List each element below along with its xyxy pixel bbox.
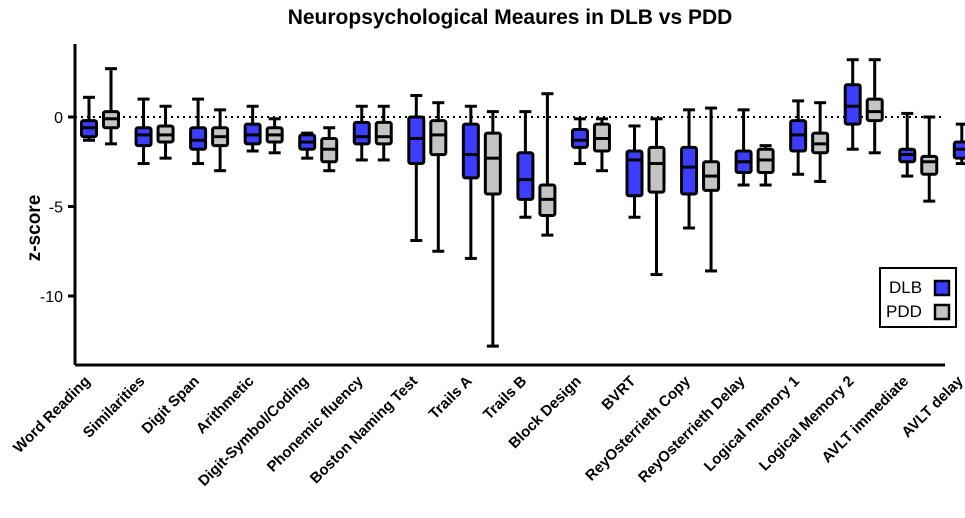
box-dlb: [461, 104, 480, 260]
legend-swatch-pdd: [933, 303, 951, 321]
box-pdd: [265, 117, 284, 155]
box-dlb: [189, 97, 208, 166]
box-body: [865, 97, 884, 123]
x-tick-label: ReyOsterrieth Copy: [582, 372, 694, 484]
box-dlb: [952, 122, 965, 166]
box-pdd: [320, 126, 339, 173]
box-body: [920, 154, 939, 176]
box-body: [570, 128, 589, 149]
box-pdd: [483, 110, 502, 348]
y-tick-label: -5: [49, 200, 63, 217]
box-series-layer: [80, 58, 965, 348]
box-pdd: [429, 101, 448, 253]
box-pdd: [811, 101, 830, 183]
x-tick-label: Phonemic fluency: [264, 372, 367, 475]
box-pdd: [156, 104, 175, 160]
box-dlb: [243, 104, 262, 153]
box-pdd: [920, 115, 939, 203]
box-dlb: [843, 58, 862, 151]
box-dlb: [570, 117, 589, 166]
x-tick-label: Logical memory 1: [701, 373, 803, 475]
box-body: [647, 145, 666, 194]
x-tick-label: ReyOsterrieth Delay: [635, 372, 749, 486]
box-dlb: [625, 124, 644, 219]
box-body: [134, 126, 153, 148]
legend-swatch-dlb: [933, 279, 951, 297]
chart-title: Neuropsychological Meaures in DLB vs PDD: [288, 6, 733, 29]
axes: 0 -5 -10: [40, 44, 945, 367]
box-dlb: [734, 108, 753, 187]
x-tick-label: BVRT: [598, 373, 639, 414]
box-pdd: [374, 104, 393, 162]
box-body: [407, 115, 426, 166]
x-tick-label: Trails B: [480, 373, 530, 423]
box-pdd: [756, 144, 775, 187]
box-body: [352, 120, 371, 146]
box-dlb: [352, 104, 371, 162]
x-tick-label: Trails A: [426, 373, 476, 423]
box-body: [374, 120, 393, 146]
x-tick-label: Digit Span: [138, 373, 202, 437]
y-tick-label: 0: [54, 110, 63, 127]
box-body: [516, 151, 535, 201]
box-pdd: [647, 117, 666, 277]
box-dlb: [134, 97, 153, 166]
legend-label-dlb: DLB: [889, 278, 922, 297]
x-tick-label: Boston Naming Test: [307, 373, 421, 487]
x-tick-label: Word Reading: [10, 373, 94, 457]
box-dlb: [407, 94, 426, 243]
y-axis-label: z-score: [24, 195, 45, 262]
box-body: [429, 119, 448, 157]
y-tick-label: -10: [40, 289, 63, 306]
box-dlb: [680, 108, 699, 230]
legend: DLB PDD: [879, 267, 957, 328]
box-pdd: [102, 67, 120, 146]
box-dlb: [80, 95, 98, 142]
box-body: [483, 131, 502, 196]
box-body: [680, 145, 699, 196]
x-tick-label: Digit-Symbol/Coding: [195, 373, 312, 490]
x-tick-label: Logical Memory 2: [756, 373, 858, 475]
legend-label-pdd: PDD: [886, 302, 922, 321]
box-dlb: [789, 99, 808, 176]
box-pdd: [592, 117, 611, 173]
box-body: [843, 83, 862, 126]
box-dlb: [898, 111, 917, 178]
box-dlb: [298, 131, 317, 160]
box-body: [461, 122, 480, 180]
box-body: [625, 149, 644, 198]
box-pdd: [702, 106, 721, 273]
box-pdd: [211, 108, 230, 173]
box-pdd: [865, 58, 884, 155]
box-dlb: [516, 110, 535, 219]
box-pdd: [538, 92, 557, 237]
box-body: [189, 126, 208, 151]
